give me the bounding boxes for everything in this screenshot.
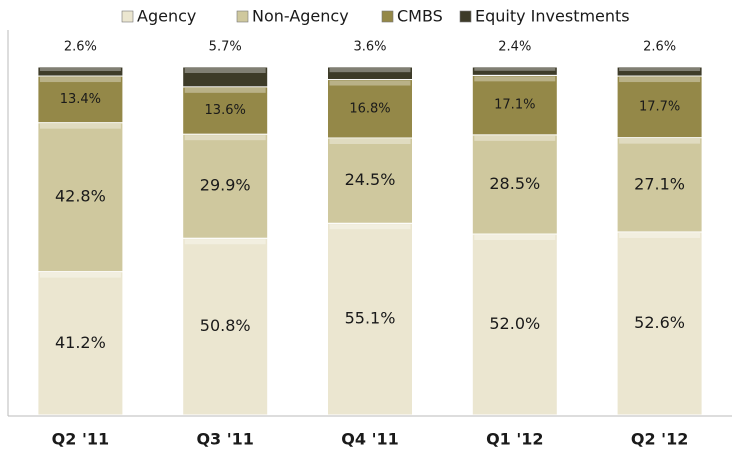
data-label: 29.9% <box>200 176 251 195</box>
data-label: 17.7% <box>639 99 680 114</box>
bar-highlight <box>329 138 411 144</box>
bar-highlight <box>184 135 266 141</box>
data-label: 52.6% <box>634 313 685 332</box>
bar-highlight <box>474 68 556 71</box>
data-label: 13.4% <box>60 92 101 107</box>
legend-label: Non-Agency <box>252 7 349 26</box>
data-label: 55.1% <box>345 309 396 328</box>
bar-highlight <box>39 123 121 129</box>
bar-highlight <box>619 232 701 238</box>
bar-highlight <box>329 80 411 86</box>
bar-segment <box>182 66 269 88</box>
bar-highlight <box>474 135 556 141</box>
data-label: 2.6% <box>64 40 97 55</box>
legend-label: Equity Investments <box>475 7 630 26</box>
bar-highlight <box>184 68 266 73</box>
bar-segment <box>182 86 269 135</box>
bar-segment <box>327 79 413 139</box>
legend-swatch <box>121 10 134 23</box>
bar-segment <box>471 134 558 235</box>
data-label: 2.4% <box>498 40 531 55</box>
bar-highlight <box>619 68 701 72</box>
bar-segment <box>616 231 703 416</box>
bar-highlight <box>474 76 556 82</box>
bar-segment <box>37 66 124 77</box>
legend-swatch <box>459 10 472 23</box>
bar-segment <box>471 233 558 416</box>
data-label: 3.6% <box>353 40 386 55</box>
data-label: 41.2% <box>55 333 106 352</box>
bar-highlight <box>184 87 266 93</box>
legend-label: Agency <box>137 7 196 26</box>
bar-segment <box>37 75 124 124</box>
bar-segment <box>37 271 124 416</box>
x-tick-label: Q4 '11 <box>341 430 398 449</box>
data-label: 24.5% <box>345 170 396 189</box>
bar-highlight <box>39 68 121 72</box>
x-tick-label: Q2 '12 <box>631 430 688 449</box>
bar-highlight <box>39 272 121 278</box>
bar-segment <box>182 237 269 416</box>
legend-swatch <box>236 10 249 23</box>
legend-label: CMBS <box>397 7 443 26</box>
x-tick-label: Q2 '11 <box>52 430 109 449</box>
bar-segment <box>471 66 558 76</box>
legend-swatch <box>381 10 394 23</box>
bar-segment <box>616 66 703 77</box>
data-label: 42.8% <box>55 187 106 206</box>
data-label: 50.8% <box>200 316 251 335</box>
data-label: 2.6% <box>643 40 676 55</box>
data-label: 28.5% <box>489 174 540 193</box>
bar-segment <box>616 137 703 233</box>
bar-segment <box>327 222 413 416</box>
data-label: 5.7% <box>209 40 242 55</box>
bar-highlight <box>329 68 411 73</box>
bar-highlight <box>39 77 121 83</box>
bar-highlight <box>619 138 701 144</box>
bar-highlight <box>329 224 411 230</box>
bar-highlight <box>184 239 266 245</box>
data-label: 17.1% <box>494 98 535 113</box>
bar-segment <box>182 133 269 239</box>
bar-highlight <box>619 77 701 83</box>
data-label: 16.8% <box>349 101 390 116</box>
data-label: 52.0% <box>489 314 540 333</box>
x-tick-label: Q1 '12 <box>486 430 543 449</box>
bar-segment <box>327 66 413 81</box>
x-tick-label: Q3 '11 <box>196 430 253 449</box>
bar-segment <box>471 74 558 136</box>
data-label: 13.6% <box>205 103 246 118</box>
bar-segment <box>616 75 703 139</box>
bar-highlight <box>474 235 556 241</box>
data-label: 27.1% <box>634 174 685 193</box>
